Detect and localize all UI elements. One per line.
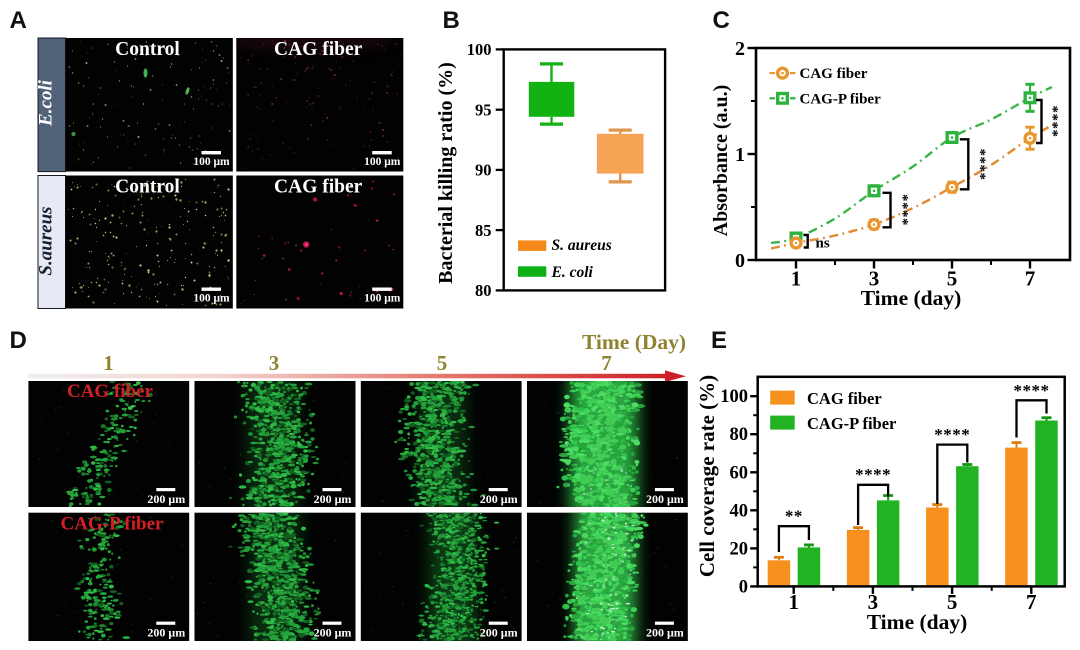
svg-text:****: **** bbox=[1045, 106, 1061, 138]
svg-text:5: 5 bbox=[947, 267, 958, 291]
svg-text:S.aureus: S.aureus bbox=[36, 206, 57, 275]
svg-text:85: 85 bbox=[475, 221, 492, 240]
svg-text:80: 80 bbox=[475, 281, 492, 300]
svg-text:100: 100 bbox=[467, 40, 492, 59]
svg-text:Bacterial killing ratio (%): Bacterial killing ratio (%) bbox=[435, 62, 457, 284]
svg-text:1: 1 bbox=[103, 351, 114, 375]
svg-text:C: C bbox=[713, 7, 730, 34]
svg-text:CAG fiber: CAG fiber bbox=[800, 66, 868, 82]
svg-text:7: 7 bbox=[601, 351, 612, 375]
svg-text:2: 2 bbox=[735, 38, 745, 60]
svg-text:Control: Control bbox=[115, 177, 180, 198]
svg-text:7: 7 bbox=[1025, 267, 1036, 291]
svg-text:ns: ns bbox=[816, 236, 830, 252]
svg-text:100 μm: 100 μm bbox=[193, 156, 230, 168]
svg-text:100 μm: 100 μm bbox=[364, 293, 401, 305]
svg-text:D: D bbox=[10, 327, 27, 354]
svg-text:1: 1 bbox=[791, 267, 802, 291]
svg-text:200 μm: 200 μm bbox=[314, 492, 352, 506]
svg-text:100 μm: 100 μm bbox=[364, 156, 401, 168]
svg-text:90: 90 bbox=[475, 161, 492, 180]
svg-text:E. coli: E. coli bbox=[551, 264, 594, 281]
svg-text:Time (Day): Time (Day) bbox=[582, 330, 686, 354]
svg-text:5: 5 bbox=[437, 351, 448, 375]
svg-text:3: 3 bbox=[269, 351, 280, 375]
svg-text:3: 3 bbox=[869, 267, 880, 291]
svg-text:200 μm: 200 μm bbox=[147, 626, 185, 640]
svg-text:****: **** bbox=[972, 149, 988, 181]
svg-text:****: **** bbox=[895, 194, 911, 226]
svg-text:E.coli: E.coli bbox=[36, 79, 57, 127]
svg-text:0: 0 bbox=[735, 250, 745, 272]
svg-text:200 μm: 200 μm bbox=[480, 626, 518, 640]
svg-text:CAG-P fiber: CAG-P fiber bbox=[800, 91, 882, 107]
svg-text:B: B bbox=[443, 7, 460, 34]
svg-text:200 μm: 200 μm bbox=[147, 492, 185, 506]
svg-text:Control: Control bbox=[115, 39, 180, 60]
svg-text:Time (day): Time (day) bbox=[861, 286, 962, 310]
svg-text:Absorbance (a.u.): Absorbance (a.u.) bbox=[710, 85, 732, 237]
svg-text:CAG fiber: CAG fiber bbox=[274, 177, 363, 198]
svg-text:200 μm: 200 μm bbox=[480, 492, 518, 506]
svg-text:95: 95 bbox=[475, 100, 492, 119]
svg-text:E: E bbox=[711, 327, 727, 354]
svg-text:100 μm: 100 μm bbox=[193, 293, 230, 305]
svg-text:200 μm: 200 μm bbox=[314, 626, 352, 640]
svg-text:S. aureus: S. aureus bbox=[552, 237, 612, 254]
svg-text:CAG fiber: CAG fiber bbox=[274, 39, 363, 60]
svg-text:1: 1 bbox=[735, 144, 745, 166]
svg-text:A: A bbox=[10, 7, 27, 34]
